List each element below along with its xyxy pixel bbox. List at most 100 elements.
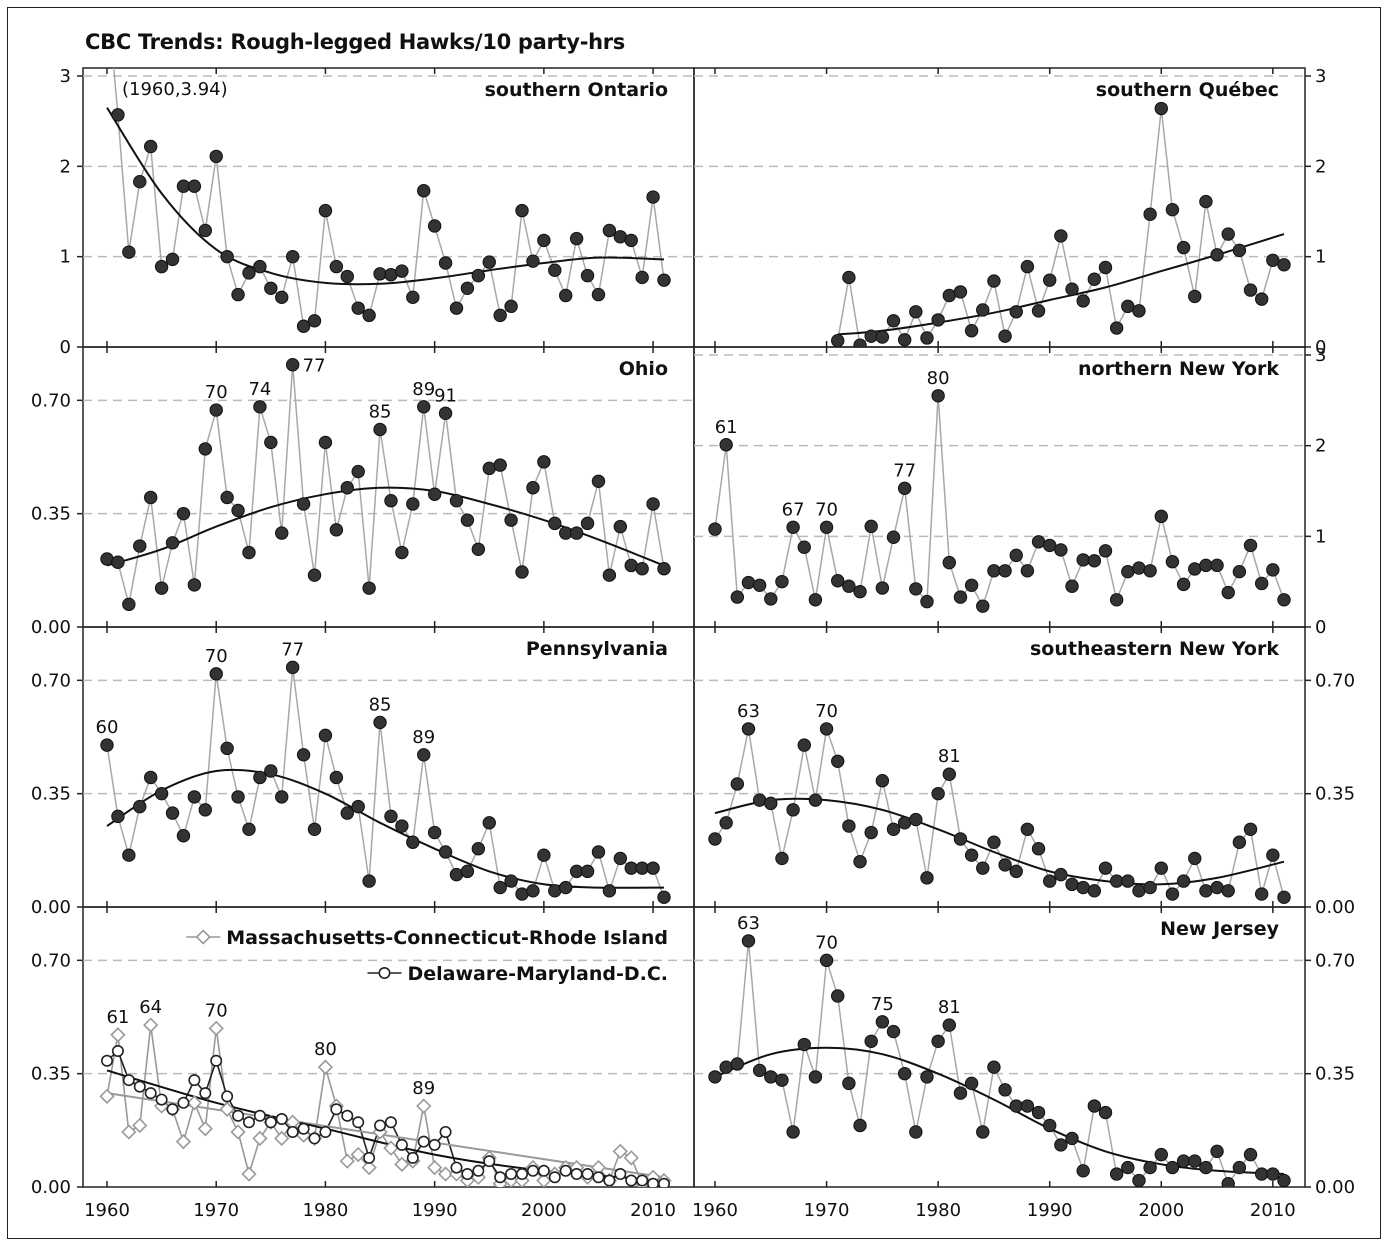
data-point — [875, 1015, 890, 1029]
data-point-diamond — [514, 1172, 530, 1187]
x-tick-label: 1980 — [303, 1200, 349, 1221]
data-point-circle — [363, 1151, 376, 1164]
data-point — [493, 458, 507, 472]
data-point — [231, 790, 245, 804]
data-point-circle — [253, 1109, 266, 1122]
x-tick-label: 1960 — [692, 1200, 738, 1221]
data-point — [1210, 248, 1224, 262]
data-point — [395, 819, 409, 833]
data-point — [752, 1063, 767, 1078]
data-point-circle — [548, 1171, 561, 1184]
data-point-diamond — [241, 1166, 257, 1182]
data-point — [198, 803, 212, 817]
data-point — [864, 825, 878, 840]
data-point — [1065, 877, 1079, 892]
data-point — [635, 270, 649, 285]
series-line — [714, 728, 1285, 898]
data-point — [920, 331, 934, 345]
data-point — [886, 530, 901, 544]
data-point — [1132, 561, 1146, 575]
data-point — [808, 793, 823, 807]
data-point — [719, 438, 733, 452]
data-point — [438, 845, 453, 859]
data-point — [460, 281, 475, 295]
data-point-circle — [188, 1074, 201, 1087]
data-point — [719, 816, 733, 830]
x-tick-label: 1980 — [915, 1200, 961, 1221]
data-point — [1165, 1160, 1180, 1175]
data-point — [897, 816, 912, 830]
data-point — [569, 526, 584, 540]
data-point — [775, 574, 789, 589]
annotation-label: 80 — [314, 1039, 337, 1060]
data-point — [1054, 867, 1068, 882]
data-point-circle — [417, 1135, 430, 1148]
data-point — [165, 536, 180, 550]
data-point-diamond — [437, 1166, 454, 1182]
data-point — [1154, 861, 1168, 875]
data-point — [133, 174, 147, 189]
data-point-diamond — [175, 1134, 192, 1150]
data-point — [548, 516, 562, 531]
data-point — [143, 490, 158, 505]
data-point — [198, 442, 212, 456]
data-point — [242, 822, 256, 836]
data-point — [1232, 243, 1247, 258]
data-point — [897, 333, 912, 347]
data-point — [775, 1073, 789, 1087]
data-point-circle — [199, 1087, 212, 1100]
data-point — [406, 835, 420, 849]
panel-title: New Jersey — [1160, 918, 1279, 940]
plot-area-northern-new-york — [708, 389, 1291, 613]
data-point — [1087, 554, 1102, 568]
data-point — [285, 249, 300, 264]
data-point-diamond — [219, 1101, 235, 1117]
plot-area-southeastern-new-york — [708, 722, 1291, 904]
data-point — [1031, 842, 1046, 856]
panel-border-southern-ontario — [82, 67, 695, 348]
data-point — [657, 273, 671, 287]
data-point — [526, 481, 540, 495]
data-point — [1143, 564, 1157, 578]
data-point — [351, 301, 365, 315]
data-point-circle — [275, 1113, 288, 1126]
y-tick-label: 0.00 — [31, 1177, 71, 1198]
data-point — [864, 1034, 878, 1048]
data-point — [853, 584, 867, 599]
data-point — [220, 249, 234, 264]
data-point — [133, 799, 147, 814]
data-point-diamond — [121, 1124, 137, 1140]
data-point — [209, 667, 223, 681]
data-point-diamond — [230, 1124, 246, 1140]
data-point — [1243, 283, 1258, 297]
data-point — [362, 308, 376, 323]
legend-label: Delaware-Maryland-D.C. — [408, 963, 669, 985]
annotation-label: 81 — [938, 997, 961, 1018]
plot-area-southern-qu-bec — [831, 101, 1291, 347]
data-point-circle — [526, 1164, 539, 1177]
data-point — [998, 858, 1012, 872]
annotation-label: 61 — [715, 417, 738, 438]
annotation-label: 91 — [434, 385, 457, 406]
data-point — [187, 578, 202, 592]
data-point-circle — [406, 1151, 419, 1164]
data-point — [964, 578, 979, 592]
data-point — [580, 864, 595, 879]
data-point-circle — [242, 1116, 255, 1129]
data-point — [340, 269, 354, 284]
panel-title: Ohio — [619, 358, 668, 380]
data-point — [515, 565, 529, 579]
data-point — [602, 223, 617, 238]
data-point — [842, 579, 856, 593]
data-point — [875, 581, 890, 595]
data-point — [253, 400, 267, 414]
data-point — [613, 851, 628, 866]
data-point — [373, 422, 387, 437]
data-point — [842, 819, 856, 833]
annotation-label: 67 — [782, 499, 805, 520]
data-point — [296, 748, 311, 762]
data-point — [176, 829, 191, 843]
data-point — [537, 233, 551, 248]
y-tick-label: 1 — [1315, 526, 1326, 547]
y-tick-label: 0 — [1315, 337, 1326, 358]
